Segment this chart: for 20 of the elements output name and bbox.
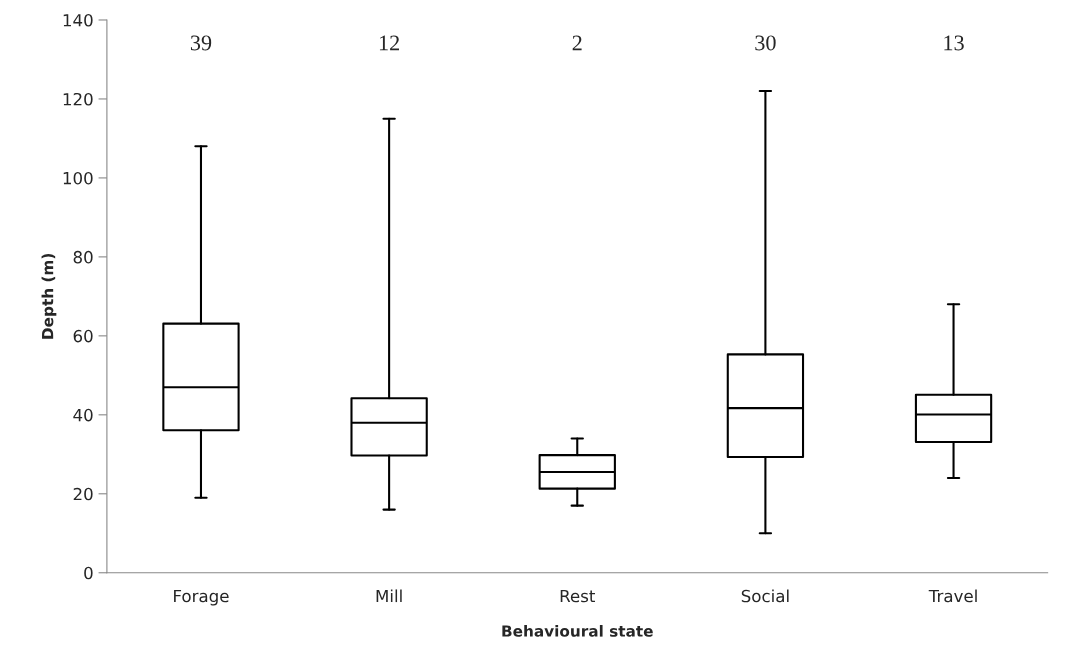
y-axis-title: Depth (m) xyxy=(41,254,57,339)
y-tick-label: 0 xyxy=(84,566,93,580)
y-tick-label: 20 xyxy=(73,487,93,501)
y-tick-label: 60 xyxy=(73,329,93,343)
annotation: 39 xyxy=(190,35,212,51)
x-tick-label: Forage xyxy=(174,589,229,606)
y-tick-label: 80 xyxy=(73,250,93,264)
annotation: 30 xyxy=(755,35,776,51)
x-tick-label: Rest xyxy=(560,589,596,603)
x-tick-label: Mill xyxy=(376,589,402,603)
annotation: 13 xyxy=(944,35,964,51)
y-tick-label: 40 xyxy=(73,408,93,422)
y-tick-label: 100 xyxy=(63,171,93,185)
annotation: 2 xyxy=(572,35,582,51)
x-axis-title: Behavioural state xyxy=(502,625,653,637)
annotation: 12 xyxy=(379,35,399,51)
x-tick-label: Social xyxy=(741,589,789,603)
y-tick-label: 140 xyxy=(63,13,93,27)
y-tick-label: 120 xyxy=(63,92,93,106)
x-tick-label: Travel xyxy=(928,589,977,603)
